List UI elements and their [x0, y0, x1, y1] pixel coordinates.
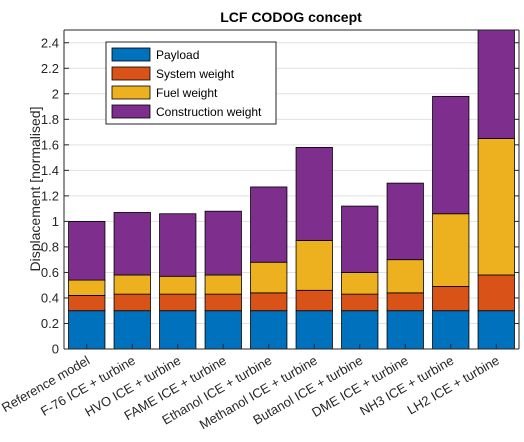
bar-segment	[204, 310, 242, 350]
bars	[68, 29, 515, 350]
legend-label: System weight	[156, 67, 235, 81]
bar-segment	[250, 310, 288, 350]
legend-label: Construction weight	[156, 105, 262, 119]
legend-swatch	[111, 85, 151, 100]
bar-segment	[386, 292, 424, 312]
legend-swatch	[111, 47, 151, 62]
y-tick-label: 0.6	[41, 265, 59, 280]
axes: 00.20.40.60.811.21.41.61.822.22.4Referen…	[0, 29, 520, 432]
bar-segment	[432, 286, 470, 312]
bar-segment	[477, 310, 515, 350]
y-tick-label: 0.4	[41, 290, 59, 305]
y-tick-label: 0.8	[41, 239, 59, 254]
bar-segment	[295, 240, 333, 291]
bar-segment	[341, 310, 379, 350]
legend-label: Payload	[156, 48, 199, 62]
bar-segment	[295, 146, 333, 241]
chart-title: LCF CODOG concept	[220, 9, 362, 25]
bar-segment	[113, 310, 151, 350]
y-axis-label: Displacement [normalised]	[27, 107, 43, 272]
y-tick-label: 1.8	[41, 112, 59, 127]
bar-segment	[113, 293, 151, 312]
y-tick-label: 1.6	[41, 137, 59, 152]
bar-segment	[341, 272, 379, 295]
bar-segment	[386, 182, 424, 261]
y-tick-label: 2	[52, 86, 59, 101]
y-tick-label: 0.2	[41, 316, 59, 331]
bar-segment	[68, 279, 106, 296]
y-tick-label: 0	[52, 342, 59, 357]
bar-segment	[68, 220, 106, 281]
bar-segment	[477, 274, 515, 312]
bar-segment	[432, 95, 470, 215]
bar-segment	[432, 213, 470, 287]
legend-label: Fuel weight	[156, 86, 218, 100]
bar-segment	[204, 274, 242, 295]
bar-segment	[250, 292, 288, 312]
y-tick-label: 2.2	[41, 61, 59, 76]
bar-segment	[159, 310, 197, 350]
bar-segment	[68, 295, 106, 312]
bar-segment	[204, 210, 242, 276]
bar-segment	[477, 138, 515, 276]
bar-segment	[159, 293, 197, 312]
y-tick-label: 1.2	[41, 188, 59, 203]
legend-swatch	[111, 66, 151, 81]
bar-segment	[432, 310, 470, 350]
bar-segment	[295, 289, 333, 312]
bar-segment	[295, 310, 333, 350]
bar-segment	[68, 310, 106, 350]
legend: Payload System weight Fuel weight Construct…	[105, 41, 277, 125]
legend-swatch	[111, 104, 151, 119]
bar-segment	[341, 293, 379, 312]
y-tick-label: 1.4	[41, 163, 59, 178]
bar-segment	[159, 213, 197, 277]
y-tick-label: 2.4	[41, 35, 59, 50]
bar-segment	[386, 310, 424, 350]
bar-segment	[113, 212, 151, 276]
bar-segment	[250, 186, 288, 263]
bar-segment	[341, 205, 379, 273]
bar-segment	[204, 293, 242, 312]
bar-segment	[250, 261, 288, 294]
bar-segment	[159, 275, 197, 295]
bar-segment	[477, 29, 515, 139]
bar-segment	[386, 259, 424, 294]
y-tick-label: 1	[52, 214, 59, 229]
bar-segment	[113, 274, 151, 295]
